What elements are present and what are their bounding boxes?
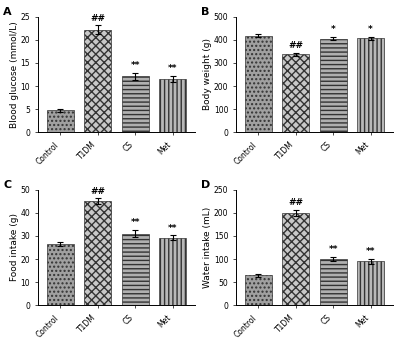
Bar: [84, 30, 111, 132]
Bar: [245, 275, 272, 305]
Text: **: **: [168, 224, 177, 233]
Bar: [84, 201, 111, 305]
Text: **: **: [130, 218, 140, 227]
Text: **: **: [130, 61, 140, 70]
Bar: [320, 39, 347, 132]
Text: *: *: [331, 25, 336, 34]
Text: C: C: [3, 180, 12, 190]
Text: A: A: [3, 7, 12, 17]
Text: ##: ##: [288, 40, 303, 49]
Bar: [320, 259, 347, 305]
Bar: [245, 36, 272, 132]
Bar: [122, 234, 149, 305]
Y-axis label: Blood glucose (mmol/L): Blood glucose (mmol/L): [10, 21, 19, 128]
Bar: [282, 213, 309, 305]
Bar: [357, 261, 384, 305]
Y-axis label: Body weight (g): Body weight (g): [203, 38, 212, 110]
Text: ##: ##: [288, 198, 303, 207]
Text: *: *: [368, 25, 373, 34]
Bar: [357, 38, 384, 132]
Text: **: **: [168, 64, 177, 73]
Text: B: B: [202, 7, 210, 17]
Bar: [282, 54, 309, 132]
Text: ##: ##: [90, 186, 105, 195]
Text: ##: ##: [90, 13, 105, 22]
Text: D: D: [202, 180, 211, 190]
Text: **: **: [366, 247, 375, 256]
Text: **: **: [328, 245, 338, 254]
Y-axis label: Water intake (mL): Water intake (mL): [204, 207, 212, 288]
Bar: [159, 238, 186, 305]
Y-axis label: Food intake (g): Food intake (g): [10, 213, 19, 282]
Bar: [47, 244, 74, 305]
Bar: [47, 110, 74, 132]
Bar: [122, 76, 149, 132]
Bar: [159, 79, 186, 132]
